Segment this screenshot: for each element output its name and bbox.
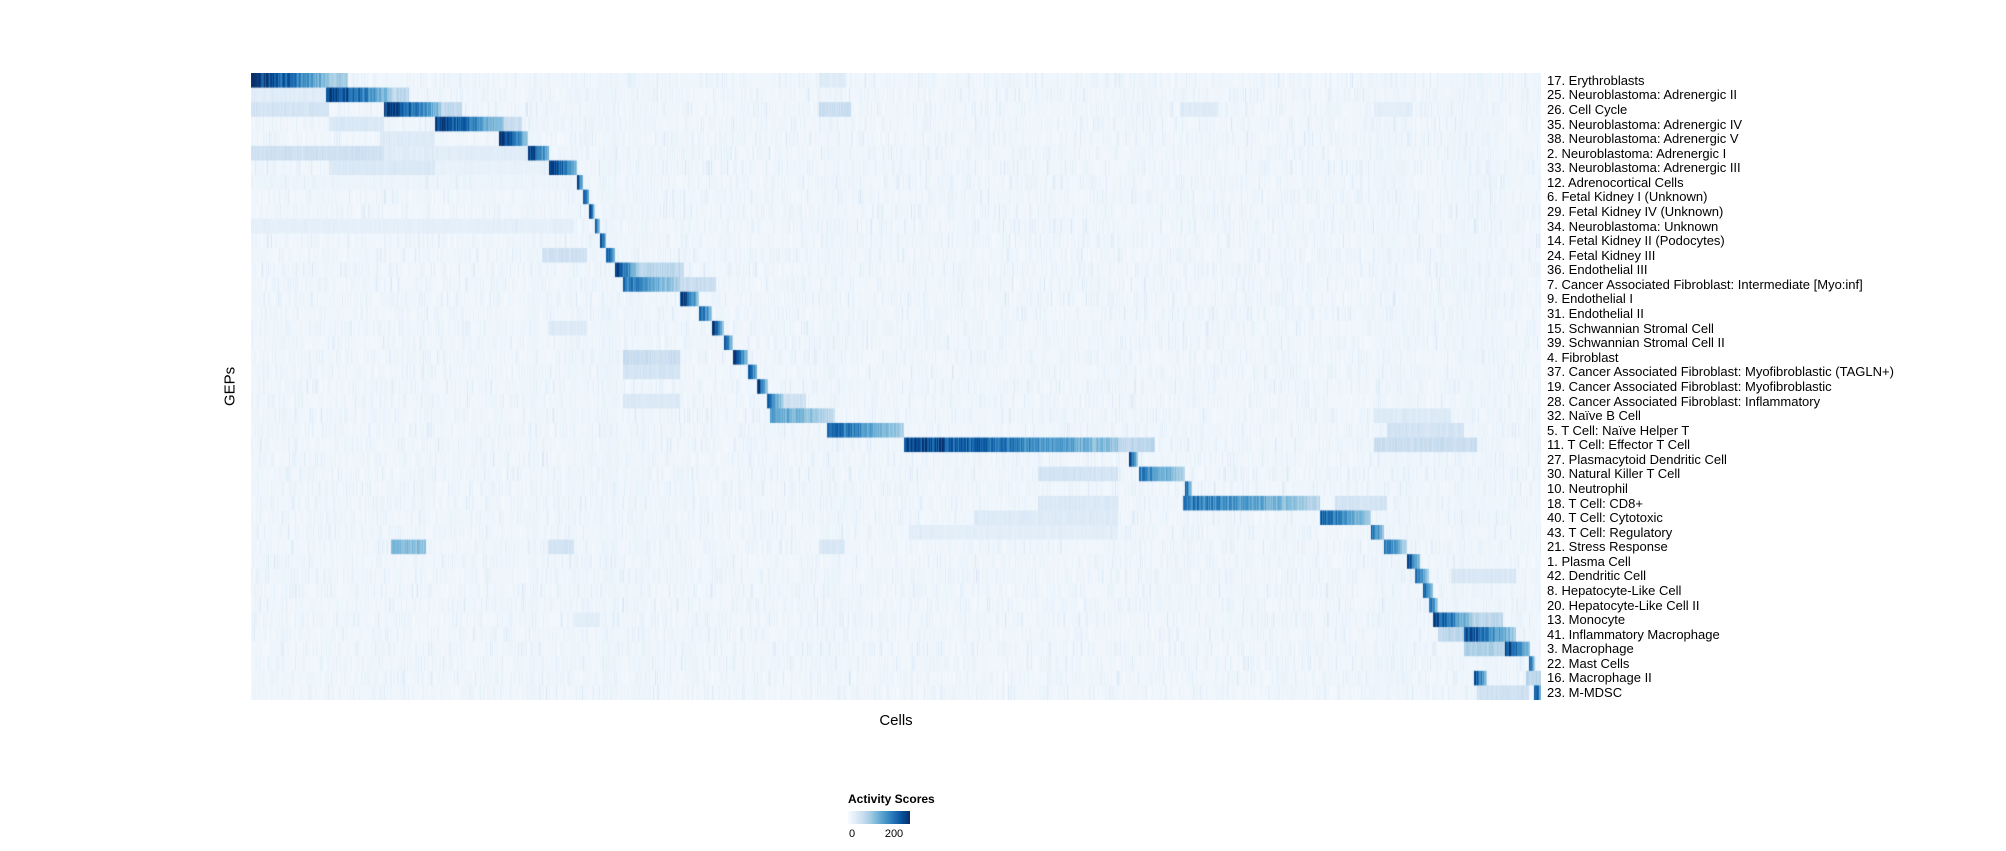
row-label: 29. Fetal Kidney IV (Unknown) bbox=[1547, 203, 1724, 219]
row-label: 35. Neuroblastoma: Adrenergic IV bbox=[1547, 116, 1743, 132]
legend: Activity Scores 0 200 bbox=[848, 792, 1008, 842]
row-label: 14. Fetal Kidney II (Podocytes) bbox=[1547, 233, 1725, 249]
row-label: 6. Fetal Kidney I (Unknown) bbox=[1547, 189, 1708, 205]
row-label: 10. Neutrophil bbox=[1547, 480, 1628, 496]
row-label: 4. Fibroblast bbox=[1547, 349, 1619, 365]
row-label: 2. Neuroblastoma: Adrenergic I bbox=[1547, 145, 1727, 161]
row-label: 33. Neuroblastoma: Adrenergic III bbox=[1547, 160, 1741, 176]
y-axis-label: GEPs bbox=[221, 366, 239, 407]
row-label: 3. Macrophage bbox=[1547, 641, 1634, 657]
row-label: 11. T Cell: Effector T Cell bbox=[1547, 437, 1691, 453]
row-label: 24. Fetal Kidney III bbox=[1547, 247, 1656, 263]
row-label: 1. Plasma Cell bbox=[1547, 553, 1631, 569]
legend-gradient-bar bbox=[848, 811, 910, 824]
legend-tick-max: 200 bbox=[884, 828, 904, 840]
row-label: 43. T Cell: Regulatory bbox=[1547, 524, 1673, 540]
row-label: 21. Stress Response bbox=[1547, 539, 1668, 555]
row-label: 15. Schwannian Stromal Cell bbox=[1547, 320, 1714, 336]
row-label: 26. Cell Cycle bbox=[1547, 101, 1628, 117]
row-label: 25. Neuroblastoma: Adrenergic II bbox=[1547, 87, 1738, 103]
row-label: 22. Mast Cells bbox=[1547, 655, 1630, 671]
row-label: 37. Cancer Associated Fibroblast: Myofib… bbox=[1547, 364, 1894, 380]
legend-ticks: 0 200 bbox=[848, 828, 1008, 842]
row-label: 27. Plasmacytoid Dendritic Cell bbox=[1547, 451, 1727, 467]
row-label: 39. Schwannian Stromal Cell II bbox=[1547, 335, 1725, 351]
legend-tick-min: 0 bbox=[848, 828, 856, 840]
row-label: 9. Endothelial I bbox=[1547, 291, 1634, 307]
row-label: 34. Neuroblastoma: Unknown bbox=[1547, 218, 1719, 234]
row-label: 40. T Cell: Cytotoxic bbox=[1547, 510, 1663, 526]
row-label: 20. Hepatocyte-Like Cell II bbox=[1547, 597, 1700, 613]
row-label: 32. Naïve B Cell bbox=[1547, 408, 1641, 424]
row-label: 18. T Cell: CD8+ bbox=[1547, 495, 1643, 511]
row-label: 31. Endothelial II bbox=[1547, 306, 1644, 322]
row-label: 7. Cancer Associated Fibroblast: Interme… bbox=[1547, 276, 1863, 292]
row-label: 42. Dendritic Cell bbox=[1547, 568, 1646, 584]
row-label: 19. Cancer Associated Fibroblast: Myofib… bbox=[1547, 378, 1832, 394]
row-label: 41. Inflammatory Macrophage bbox=[1547, 626, 1720, 642]
row-labels: 17. Erythroblasts 25. Neuroblastoma: Adre… bbox=[1547, 73, 1894, 700]
row-label: 28. Cancer Associated Fibroblast: Inflam… bbox=[1547, 393, 1821, 409]
row-label: 17. Erythroblasts bbox=[1547, 72, 1645, 88]
row-label: 23. M-MDSC bbox=[1547, 685, 1623, 701]
row-label: 12. Adrenocortical Cells bbox=[1547, 174, 1684, 190]
row-label: 8. Hepatocyte-Like Cell bbox=[1547, 583, 1682, 599]
row-label: 30. Natural Killer T Cell bbox=[1547, 466, 1681, 482]
row-label: 16. Macrophage II bbox=[1547, 670, 1652, 686]
heatmap-canvas bbox=[251, 73, 1541, 700]
x-axis-label: Cells bbox=[879, 712, 913, 729]
row-label: 38. Neuroblastoma: Adrenergic V bbox=[1547, 131, 1739, 147]
legend-title: Activity Scores bbox=[848, 792, 935, 806]
row-label: 13. Monocyte bbox=[1547, 612, 1626, 628]
row-label: 5. T Cell: Naïve Helper T bbox=[1547, 422, 1690, 438]
row-label: 36. Endothelial III bbox=[1547, 262, 1648, 278]
